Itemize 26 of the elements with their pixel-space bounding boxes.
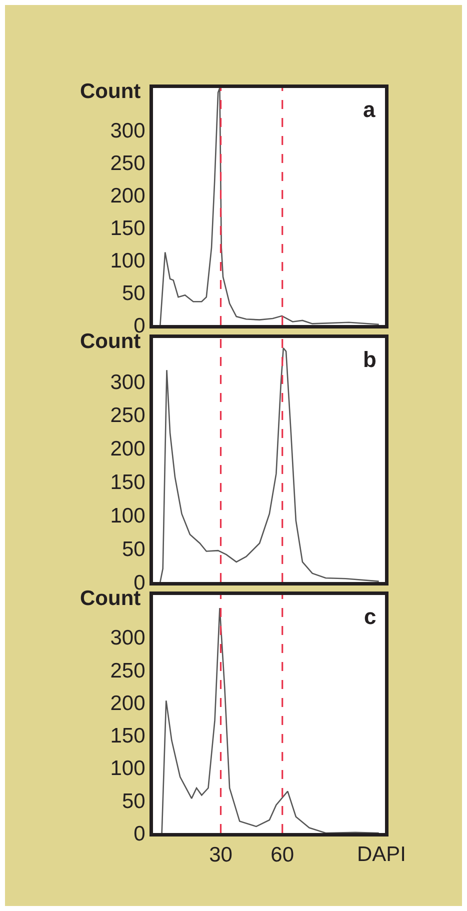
y-tick-label: 50 (122, 790, 146, 813)
y-tick-label: 250 (110, 152, 146, 176)
y-tick-label: 50 (122, 538, 146, 561)
y-tick-label: 300 (110, 626, 146, 650)
y-tick-label: 150 (110, 724, 146, 748)
x-tick-label: 30 (209, 844, 232, 867)
y-axis-title: Count (80, 80, 141, 103)
y-tick-label: 100 (110, 504, 146, 528)
annotation: b (363, 347, 376, 372)
y-tick-label: 200 (110, 692, 146, 715)
y-tick-label: 250 (110, 404, 146, 428)
y-tick-label: 100 (110, 757, 146, 780)
y-tick-label: 300 (110, 120, 146, 143)
x-axis-title: DAPI (357, 843, 406, 866)
y-tick-label: 200 (110, 184, 146, 208)
y-tick-label: 0 (134, 822, 146, 846)
y-tick-label: 100 (110, 249, 146, 272)
x-tick-label: 60 (270, 844, 294, 867)
annotation: a (363, 97, 376, 122)
y-tick-label: 200 (110, 438, 146, 461)
y-tick-label: 50 (122, 282, 146, 305)
annotation: c (364, 604, 376, 629)
y-tick-label: 150 (110, 471, 146, 494)
y-tick-label: 250 (110, 659, 146, 682)
y-tick-label: 300 (110, 370, 146, 394)
y-tick-label: 150 (110, 216, 146, 240)
